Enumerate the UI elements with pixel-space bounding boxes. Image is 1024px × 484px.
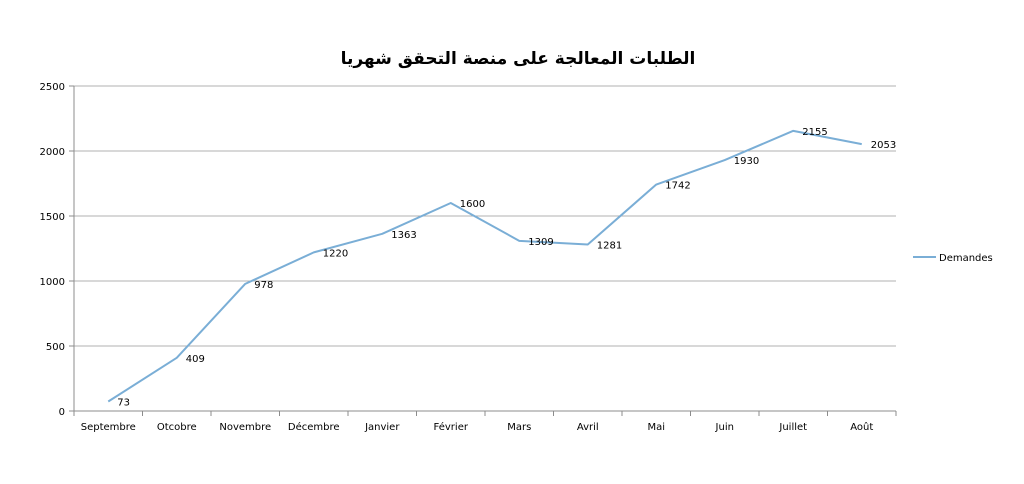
y-tick-label-1500: 1500	[40, 212, 65, 223]
axes	[69, 85, 897, 416]
x-tick-label-7: Avril	[577, 422, 599, 433]
chart-title: الطلبات المعالجة على منصة التحقق شهريا	[341, 49, 696, 69]
series-line-0	[107, 129, 862, 403]
x-tick-label-11: Août	[850, 421, 873, 433]
data-label-9: 1930	[734, 156, 759, 167]
x-tick-labels: Septembre Otcobre Novembre Décembre Janvier F…	[81, 421, 874, 433]
y-tick-label-500: 500	[46, 342, 65, 353]
data-label-10: 2155	[802, 127, 827, 138]
x-tick-label-6: Mars	[507, 422, 531, 433]
x-tick-label-4: Janvier	[364, 422, 400, 433]
x-tick-label-8: Mai	[647, 422, 665, 433]
y-tick-labels: 0 500 1000 1500 2000 2500	[40, 82, 65, 418]
legend: Demandes	[913, 253, 993, 264]
series-demandes	[107, 129, 862, 403]
data-label-1: 409	[186, 354, 205, 365]
x-tick-label-10: Juillet	[778, 422, 807, 433]
data-label-6: 1309	[528, 237, 553, 248]
x-tick-label-2: Novembre	[219, 422, 271, 433]
x-tick-label-1: Otcobre	[157, 422, 197, 433]
data-label-11: 2053	[871, 140, 896, 151]
data-label-5: 1600	[460, 199, 485, 210]
data-label-0: 73	[117, 398, 130, 409]
legend-label-demandes: Demandes	[939, 253, 993, 264]
y-tick-label-1000: 1000	[40, 277, 65, 288]
gridlines	[74, 85, 896, 347]
data-label-4: 1363	[391, 230, 416, 241]
data-label-3: 1220	[323, 248, 348, 259]
x-tick-label-3: Décembre	[288, 421, 340, 433]
data-labels: 73 409 978 1220 1363 1600 1309 1281 1742 1930 2155…	[117, 127, 896, 409]
y-tick-label-2000: 2000	[40, 147, 65, 158]
x-tick-label-5: Février	[434, 421, 469, 433]
y-tick-label-2500: 2500	[40, 82, 65, 93]
x-tick-label-9: Juin	[715, 422, 734, 433]
data-label-2: 978	[254, 280, 273, 291]
data-label-7: 1281	[597, 240, 622, 251]
y-tick-label-0: 0	[59, 407, 65, 418]
data-label-8: 1742	[665, 181, 690, 192]
x-tick-label-0: Septembre	[81, 422, 136, 433]
